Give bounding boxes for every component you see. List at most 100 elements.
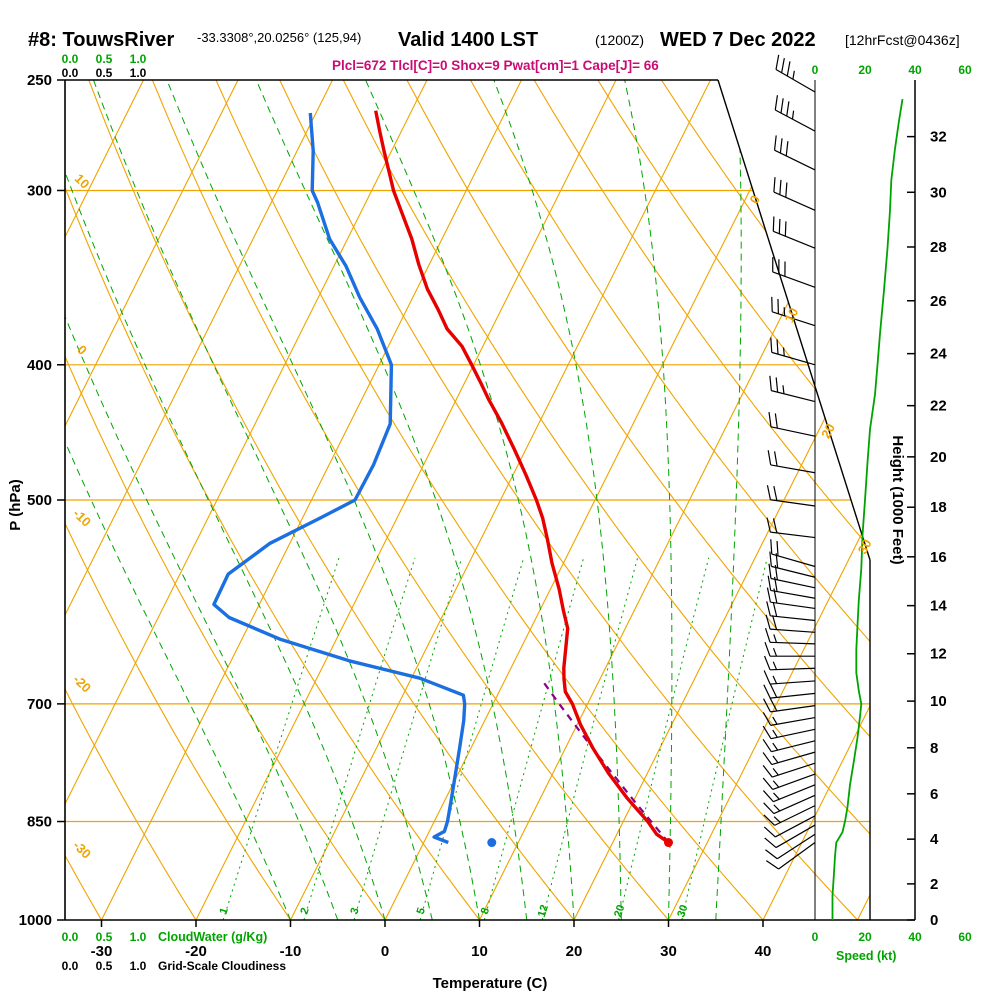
wind-barb <box>764 641 815 657</box>
station-title: #8: TouwsRiver <box>28 29 175 51</box>
wind-barb-staff <box>773 794 816 815</box>
wind-barb-half <box>782 385 785 394</box>
wind-barb-staff <box>776 833 816 860</box>
wind-barb-half <box>773 816 781 823</box>
wind-barb <box>762 738 816 753</box>
wind-barb-full <box>775 54 780 70</box>
dry-adiabat-line <box>342 80 870 920</box>
wind-barb <box>766 587 816 610</box>
mixing-ratio-line <box>222 557 340 920</box>
wind-barb <box>765 614 816 633</box>
height-tick-label: 16 <box>930 549 947 566</box>
mixing-ratio-label: 2 <box>298 906 311 916</box>
wind-barb-half <box>773 804 781 812</box>
wind-barb-full <box>766 587 772 603</box>
wind-barb-half <box>772 780 780 788</box>
wind-barb <box>766 485 816 507</box>
speed-bottom-tick-label: 20 <box>858 930 872 944</box>
wind-barb-staff <box>774 805 816 826</box>
isotherm-line <box>65 80 144 920</box>
wind-barb <box>762 725 816 740</box>
wind-barb-full <box>769 375 772 391</box>
height-tick-label: 26 <box>930 293 947 310</box>
height-axis-label: Height (1000 Feet) <box>889 435 906 564</box>
wind-barb-staff <box>778 842 816 870</box>
temperature-tick-label: 30 <box>660 943 677 960</box>
valid-time: Valid 1400 LST <box>398 29 538 51</box>
wind-barb-staff <box>771 565 816 578</box>
cloudiness-top-tick-label: 0.0 <box>62 66 79 80</box>
wind-barb-staff <box>771 553 816 568</box>
pressure-tick-label: 1000 <box>19 912 52 929</box>
isotherm-line <box>195 80 617 920</box>
mixing-ratio-label: 1 <box>218 906 231 916</box>
sounding-profiles <box>212 110 673 848</box>
mixing-ratio-line <box>353 557 463 920</box>
wind-barb <box>766 601 816 622</box>
mixing-ratio-line <box>541 557 639 920</box>
wind-barb-full <box>763 698 771 713</box>
mixing-ratio-label: 12 <box>536 903 551 918</box>
wind-barb <box>772 257 816 288</box>
cloudiness-axis-label: Grid-Scale Cloudiness <box>158 959 286 973</box>
speed-bottom-tick-label: 40 <box>908 930 922 944</box>
speed-top-tick-label: 60 <box>958 63 972 77</box>
cloudwater-top-tick-label: 0.5 <box>96 52 113 66</box>
wind-barb-full <box>763 684 771 699</box>
wind-barb-staff <box>770 667 816 671</box>
mixing-ratio-label: 3 <box>348 906 361 916</box>
wind-barb-full <box>775 553 779 569</box>
wind-barb-full <box>773 177 776 193</box>
mixing-ratio-label: 8 <box>479 906 492 916</box>
wind-barb-full <box>762 712 772 726</box>
height-tick-label: 18 <box>930 499 947 516</box>
wind-barb <box>766 517 816 539</box>
wind-barb-staff <box>771 740 816 753</box>
wind-barb-full <box>774 413 778 429</box>
wind-barb-full <box>779 179 782 195</box>
wind-barb-full <box>774 565 778 580</box>
wind-barb-full <box>766 485 772 500</box>
wind-barb-full <box>772 601 778 617</box>
height-tick-label: 2 <box>930 876 938 893</box>
station-coords: -33.3308°,20.0256° (125,94) <box>197 30 361 45</box>
stability-params: Plcl=672 Tlcl[C]=0 Shox=9 Pwat[cm]=1 Cap… <box>332 58 659 73</box>
dry-adiabat-line <box>65 80 386 920</box>
wind-barb-full <box>765 849 778 860</box>
temperature-tick-label: 20 <box>566 943 583 960</box>
wind-barb-full <box>780 98 784 114</box>
moist-adiabat-line <box>65 80 339 920</box>
height-tick-label: 14 <box>930 598 947 615</box>
wind-barb-full <box>762 777 774 790</box>
speed-axis-label: Speed (kt) <box>836 949 896 963</box>
dry-adiabat-line <box>215 80 764 920</box>
wind-barb-full <box>763 826 776 838</box>
wind-barb-staff <box>773 191 816 211</box>
mixing-ratio-line <box>681 557 768 920</box>
pressure-tick-label: 850 <box>27 814 52 831</box>
wind-barb-staff <box>770 680 816 685</box>
wind-barb-staff <box>775 68 816 93</box>
dry-adiabat-line <box>0 80 7 920</box>
wind-barb-full <box>764 627 771 643</box>
height-tick-label: 24 <box>930 346 947 363</box>
speed-top-tick-label: 0 <box>812 63 819 77</box>
speed-bottom-tick-label: 0 <box>812 930 819 944</box>
wind-barb-staff <box>770 615 816 622</box>
cloudwater-bottom-tick-label: 0.5 <box>96 930 113 944</box>
isotherm-line <box>65 80 333 920</box>
wind-barb-staff <box>770 601 816 610</box>
isotherm-line <box>668 80 870 920</box>
isotherm-right-label: 30 <box>855 537 875 557</box>
wind-barb-half <box>782 347 785 357</box>
cloudiness-top-tick-label: 0.5 <box>96 66 113 80</box>
isotherm-line <box>65 80 239 920</box>
wind-barb-full <box>762 752 773 765</box>
wind-barb-full <box>768 411 772 427</box>
dry-adiabat-line <box>88 80 575 920</box>
height-tick-label: 4 <box>930 831 939 848</box>
wind-barb-half <box>772 675 778 684</box>
wind-barb-full <box>764 641 771 657</box>
wind-barb <box>762 784 816 803</box>
height-tick-label: 20 <box>930 449 947 466</box>
